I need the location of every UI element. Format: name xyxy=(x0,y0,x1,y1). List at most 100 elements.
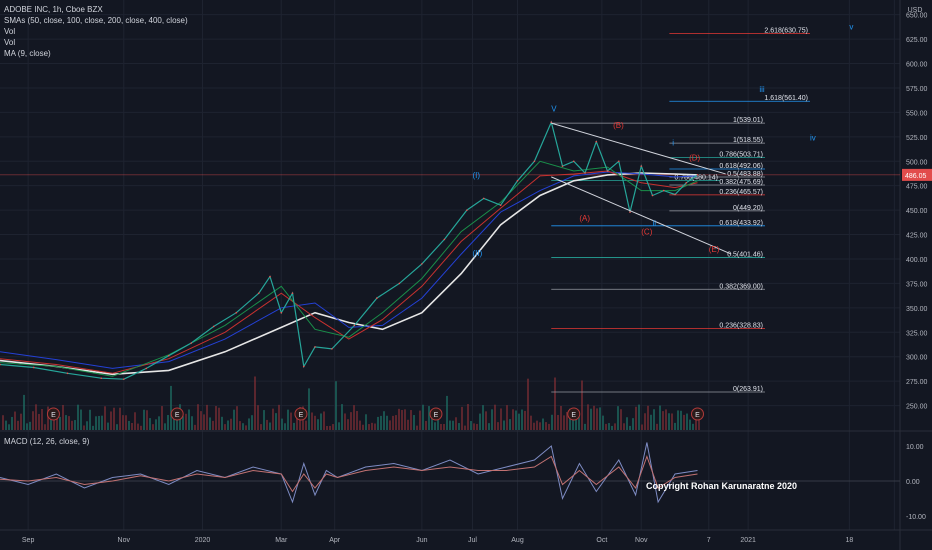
price-point xyxy=(122,378,125,380)
price-point xyxy=(443,238,446,241)
legend-indicator-vol-2[interactable]: Vol xyxy=(4,38,16,47)
volume-bar xyxy=(11,416,13,430)
wave-label-5: (C) xyxy=(641,228,652,237)
time-axis[interactable]: Sep Nov 2020 Mar Apr Jun Jul Aug Oct Nov 7 2021 18 xyxy=(22,537,853,544)
wave-label-2: V xyxy=(551,104,557,113)
volume-bar xyxy=(347,419,349,430)
volume-bar xyxy=(542,418,544,430)
volume-bar xyxy=(572,418,574,430)
volume-bar xyxy=(263,410,265,430)
volume-bar xyxy=(272,408,274,430)
volume-bar xyxy=(47,406,49,430)
volume-bar xyxy=(401,409,403,430)
y-tick-label-5: 375.00 xyxy=(906,281,928,288)
volume-bar xyxy=(662,411,664,430)
volume-bar xyxy=(617,406,619,430)
price-point xyxy=(696,174,699,176)
volume-bar xyxy=(377,416,379,430)
volume-bar xyxy=(419,410,421,430)
volume-bar xyxy=(689,419,691,430)
volume-bar xyxy=(17,420,19,430)
price-point xyxy=(291,292,294,294)
volume-bar xyxy=(407,419,409,430)
price-point xyxy=(640,165,643,167)
volume-bar xyxy=(368,424,370,430)
volume-bar xyxy=(119,407,121,430)
volume-bar xyxy=(458,423,460,430)
volume-bar xyxy=(50,412,52,430)
x-tick-label-2: 2020 xyxy=(195,537,211,544)
volume-bar xyxy=(149,418,151,430)
macd-legend[interactable]: MACD (12, 26, close, 9) xyxy=(4,437,90,446)
volume-bar xyxy=(431,416,433,430)
copyright-text: Copyright Rohan Karunaratne 2020 xyxy=(646,481,798,491)
legend-indicator-ma[interactable]: MA (9, close) xyxy=(4,49,51,58)
fib-label-8: 0.382(475.69) xyxy=(719,179,763,186)
price-axis[interactable]: USD 250.00 275.00 300.00 325.00 350.00 375.00 4… xyxy=(902,7,932,521)
y-tick-label-12: 550.00 xyxy=(906,110,928,117)
volume-bar xyxy=(329,425,331,430)
volume-bar xyxy=(53,411,55,430)
volume-bar xyxy=(599,407,601,430)
y-tick-label-1: 275.00 xyxy=(906,379,928,386)
volume-bar xyxy=(317,419,319,430)
price-point xyxy=(212,325,215,328)
wave-label-4: (A) xyxy=(579,214,590,223)
volume-bar xyxy=(404,409,406,430)
volume-bar xyxy=(629,425,631,430)
volume-bar xyxy=(530,415,532,430)
wave-label-11: (D) xyxy=(689,153,700,162)
x-tick-label-1: Nov xyxy=(118,537,131,544)
volume-bar xyxy=(212,420,214,430)
volume-bar xyxy=(221,416,223,430)
volume-bar xyxy=(386,415,388,430)
volume-bar xyxy=(638,404,640,430)
volume-bar xyxy=(293,422,295,430)
earnings-label-3: E xyxy=(434,412,439,419)
trend-line-1 xyxy=(551,176,732,255)
legend-indicator-vol-1[interactable]: Vol xyxy=(4,27,16,36)
volume-bar xyxy=(506,405,508,430)
volume-bar xyxy=(74,420,76,430)
volume-bar xyxy=(437,413,439,430)
price-point xyxy=(629,211,631,213)
volume-bar xyxy=(266,419,268,430)
volume-bar xyxy=(161,406,163,430)
legend-title[interactable]: ADOBE INC, 1h, Cboe BZX xyxy=(4,5,103,14)
volume-bar xyxy=(155,419,157,430)
volume-bar xyxy=(197,404,199,430)
volume-bar xyxy=(314,415,316,430)
volume-bar xyxy=(548,423,550,430)
earnings-marker-2 xyxy=(294,407,308,421)
fib-label-12: 0.5(401.46) xyxy=(727,252,763,259)
volume-bar xyxy=(698,412,700,430)
legend-indicator-smas[interactable]: SMAs (50, close, 100, close, 200, close,… xyxy=(4,16,188,25)
volume-bar xyxy=(80,409,82,430)
volume-bar xyxy=(116,424,118,430)
volume-bar xyxy=(626,417,628,430)
x-tick-label-8: Oct xyxy=(596,537,607,544)
volume-bar xyxy=(425,420,427,430)
price-point xyxy=(421,263,423,265)
volume-bar xyxy=(185,413,187,430)
volume-bar xyxy=(656,423,658,430)
volume-bar xyxy=(695,417,697,430)
last-price-label: 486.05 xyxy=(905,173,927,180)
volume-bar xyxy=(674,422,676,430)
volume-bar xyxy=(596,408,598,430)
earnings-marker-5 xyxy=(691,407,704,421)
volume-bar xyxy=(260,424,262,430)
fib-levels: 2.618(630.75) 1.618(561.40) 1(539.01) 1(518… xyxy=(551,27,810,393)
wave-label-0: (I) xyxy=(473,171,481,180)
x-tick-label-6: Jul xyxy=(468,537,477,544)
macd-tick-label-0: -10.00 xyxy=(906,514,926,521)
wave-label-9: iv xyxy=(810,134,816,143)
volume-bar xyxy=(659,405,661,430)
y-axis-unit: USD xyxy=(908,7,923,14)
macd-series-1 xyxy=(0,455,698,493)
volume-bar xyxy=(383,411,385,430)
y-tick-label-6: 400.00 xyxy=(906,257,928,264)
y-tick-label-4: 350.00 xyxy=(906,306,928,313)
